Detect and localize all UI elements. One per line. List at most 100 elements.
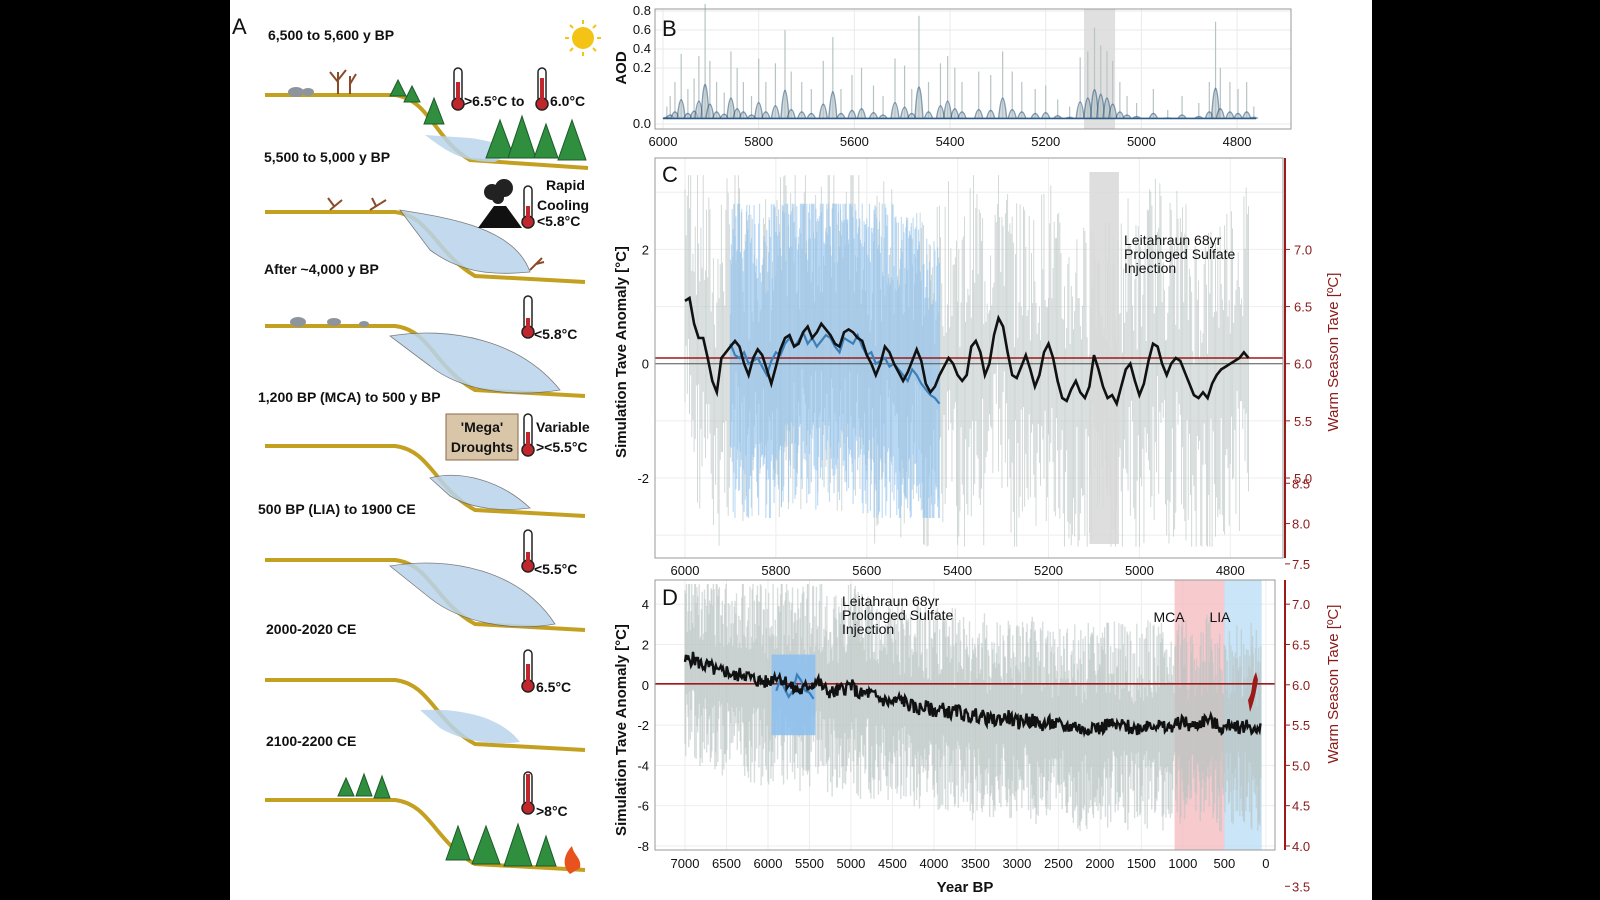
panel-d-mca-label: MCA bbox=[1153, 609, 1185, 625]
aod-peak bbox=[1233, 112, 1243, 119]
drought-icon bbox=[445, 413, 519, 461]
aod-peak bbox=[1115, 111, 1125, 119]
stage-3-label: After ~4,000 y BP bbox=[264, 261, 379, 277]
thermometer-icon bbox=[535, 67, 549, 111]
panel-c-uncertainty-band bbox=[729, 203, 941, 518]
panel-d-x-ticks: 7000 6500 6000 5500 5000 4500 4000 3500 3000 2500… bbox=[671, 856, 1270, 871]
aod-peak bbox=[986, 109, 996, 119]
stage-5-temp: <5.5°C bbox=[534, 561, 577, 577]
x-tick-label: 5200 bbox=[1034, 563, 1063, 578]
stage-3-temp: <5.8°C bbox=[534, 326, 577, 342]
aod-peak bbox=[806, 112, 816, 119]
panel-a-letter: A bbox=[232, 14, 247, 39]
y-tick-label: 0.4 bbox=[633, 41, 651, 56]
panel-b-y-ticks: 0.0 0.2 0.4 0.6 0.8 bbox=[633, 3, 651, 131]
aod-peak bbox=[950, 108, 960, 119]
x-tick-label: 6000 bbox=[649, 134, 678, 149]
panel-b-y-title: AOD bbox=[613, 51, 630, 85]
stage-2-label: 5,500 to 5,000 y BP bbox=[264, 149, 390, 165]
aod-peak bbox=[797, 111, 807, 119]
x-tick-label: 4800 bbox=[1216, 563, 1245, 578]
aod-peak bbox=[1030, 112, 1040, 119]
x-tick-label: 7000 bbox=[671, 856, 700, 871]
panel-c-y-title-right: Warm Season Tave [ºC] bbox=[1325, 273, 1342, 432]
dead-tree-icon bbox=[329, 69, 357, 94]
aod-peak bbox=[1041, 112, 1051, 119]
y-tick-label: 2 bbox=[642, 242, 649, 257]
x-tick-label: 4000 bbox=[919, 856, 948, 871]
x-tick-label: 3000 bbox=[1002, 856, 1031, 871]
panel-d-annotation-3: Injection bbox=[842, 621, 894, 637]
right-tick-label: 6.0 bbox=[1292, 678, 1310, 693]
panel-b-x-ticks: 6000 5800 5600 5400 5200 5000 4800 bbox=[649, 134, 1252, 149]
aod-peak bbox=[780, 89, 790, 119]
stage-3-hillside bbox=[265, 324, 586, 398]
aod-peak bbox=[705, 103, 715, 119]
panel-a: A 6,500 to 5,600 y BP bbox=[232, 14, 601, 874]
panel-d-annotation-2: Prolonged Sulfate bbox=[842, 607, 954, 623]
fire-icon bbox=[564, 846, 581, 874]
panel-c: C Leitahraun 68yr Prolonged Sulfate Inje… bbox=[613, 157, 1342, 578]
panel-d-recent-observations bbox=[1248, 672, 1258, 712]
stage-4-temp-2: ><5.5°C bbox=[536, 439, 588, 455]
panel-d-frame bbox=[654, 579, 1276, 851]
y-tick-label: -8 bbox=[637, 839, 649, 854]
aod-peak bbox=[1122, 114, 1132, 119]
drought-label-1: 'Mega' bbox=[461, 419, 503, 435]
x-tick-label: 5400 bbox=[943, 563, 972, 578]
aod-peak bbox=[890, 102, 900, 119]
right-tick-label: 7.0 bbox=[1292, 597, 1310, 612]
x-tick-label: 500 bbox=[1214, 856, 1236, 871]
x-tick-label: 4800 bbox=[1223, 134, 1252, 149]
aod-peak bbox=[1241, 111, 1252, 119]
stage-1-temp: >6.5°C to bbox=[464, 93, 524, 109]
right-tick-label: 6.5 bbox=[1292, 637, 1310, 652]
figure-canvas: A 6,500 to 5,600 y BP bbox=[232, 3, 1342, 896]
aod-peak bbox=[676, 98, 686, 119]
y-tick-label: 2 bbox=[642, 637, 649, 652]
thermometer-icon bbox=[521, 649, 535, 693]
aod-peak bbox=[836, 112, 846, 119]
stage-7-temp: >8°C bbox=[536, 803, 568, 819]
right-tick-label: 5.0 bbox=[1292, 758, 1310, 773]
aod-peak bbox=[761, 111, 771, 119]
stage-4-hillside bbox=[265, 444, 586, 518]
aod-peak bbox=[786, 108, 796, 119]
x-tick-label: 6000 bbox=[671, 563, 700, 578]
x-tick-label: 2000 bbox=[1085, 856, 1114, 871]
aod-peak bbox=[899, 106, 910, 119]
right-tick-label: 5.5 bbox=[1292, 718, 1310, 733]
x-tick-label: 5000 bbox=[1127, 134, 1156, 149]
aod-peak bbox=[1210, 87, 1221, 119]
stage-2-temp-2: Cooling bbox=[537, 197, 589, 213]
rock-icon bbox=[288, 87, 314, 97]
panel-c-y-title: Simulation Tave Anomaly [°C] bbox=[613, 246, 630, 458]
x-tick-label: 5600 bbox=[840, 134, 869, 149]
panel-c-annotation-2: Prolonged Sulfate bbox=[1124, 246, 1236, 262]
x-tick-label: 4500 bbox=[878, 856, 907, 871]
aod-peak bbox=[847, 109, 857, 119]
right-tick-label: 6.5 bbox=[1294, 300, 1312, 315]
thermometer-icon bbox=[521, 529, 535, 573]
panel-c-x-ticks: 6000 5800 5600 5400 5200 5000 4800 bbox=[671, 563, 1245, 578]
y-tick-label: -2 bbox=[637, 471, 649, 486]
panel-b-marks bbox=[662, 3, 1259, 120]
rock-icon bbox=[290, 317, 369, 327]
x-tick-label: 6000 bbox=[754, 856, 783, 871]
x-tick-label: 2500 bbox=[1044, 856, 1073, 871]
panel-c-mean-line bbox=[684, 295, 1250, 408]
aod-peak bbox=[770, 105, 781, 119]
stage-1-label: 6,500 to 5,600 y BP bbox=[268, 27, 394, 43]
panel-d-mean-line bbox=[683, 651, 1262, 738]
y-tick-label: 0.8 bbox=[633, 3, 651, 18]
sun-icon bbox=[565, 20, 601, 56]
x-tick-label: 6500 bbox=[712, 856, 741, 871]
aod-peak bbox=[878, 114, 888, 119]
right-tick-label: 7.5 bbox=[1292, 557, 1310, 572]
right-tick-label: 5.0 bbox=[1294, 471, 1312, 486]
aod-peak bbox=[914, 86, 924, 119]
x-tick-label: 5500 bbox=[795, 856, 824, 871]
panel-d-y-ticks: -8 -6 -4 -2 0 2 4 bbox=[637, 597, 649, 854]
stage-5-label: 500 BP (LIA) to 1900 CE bbox=[258, 501, 416, 517]
panel-d-uncertainty-band bbox=[771, 654, 816, 736]
